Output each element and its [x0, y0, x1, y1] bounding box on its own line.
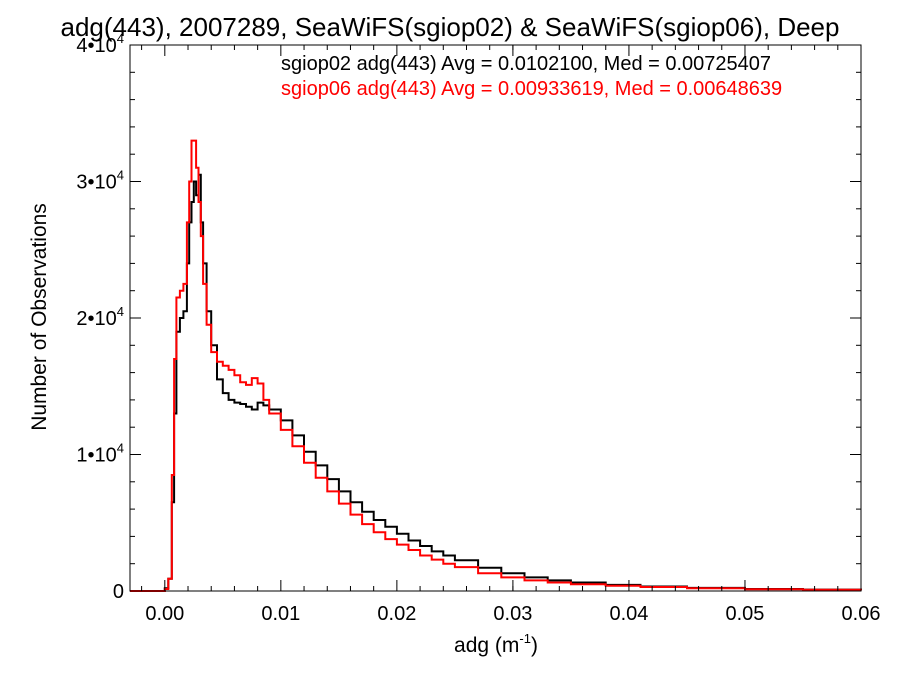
y-axis-label-group: Number of Observations — [28, 203, 51, 431]
series-line-2 — [130, 139, 862, 592]
legend: sgiop02 adg(443) Avg = 0.0102100, Med = … — [281, 53, 782, 100]
plot-frame — [129, 44, 862, 592]
y-tick-label: 2•104 — [76, 304, 124, 330]
axes-layer: 0.00 0.01 0.02 0.03 0.04 0.05 0.06 0 1•104 2•104 3… — [76, 31, 880, 625]
x-axis-label: adg (m-1) — [454, 631, 538, 657]
y-axis-label: Number of Observations — [28, 203, 51, 431]
x-tick-label: 0.05 — [725, 603, 764, 625]
x-tick-label: 0.04 — [609, 603, 648, 625]
legend-entry-2: sgiop06 adg(443) Avg = 0.00933619, Med =… — [281, 78, 782, 100]
chart-title: adg(443), 2007289, SeaWiFS(sgiop02) & Se… — [61, 12, 840, 42]
y-tick-label: 3•104 — [76, 168, 124, 194]
y-tick-label: 1•104 — [76, 441, 124, 467]
series-layer — [130, 139, 862, 592]
y-tick-label: 4•104 — [76, 31, 124, 57]
legend-entry-1: sgiop02 adg(443) Avg = 0.0102100, Med = … — [281, 53, 771, 75]
x-tick-label: 0.06 — [842, 603, 881, 625]
x-tick-label: 0.00 — [145, 603, 184, 625]
x-tick-label: 0.01 — [261, 603, 300, 625]
y-tick-label: 0 — [113, 581, 124, 603]
x-tick-label: 0.03 — [493, 603, 532, 625]
x-tick-label: 0.02 — [377, 603, 416, 625]
